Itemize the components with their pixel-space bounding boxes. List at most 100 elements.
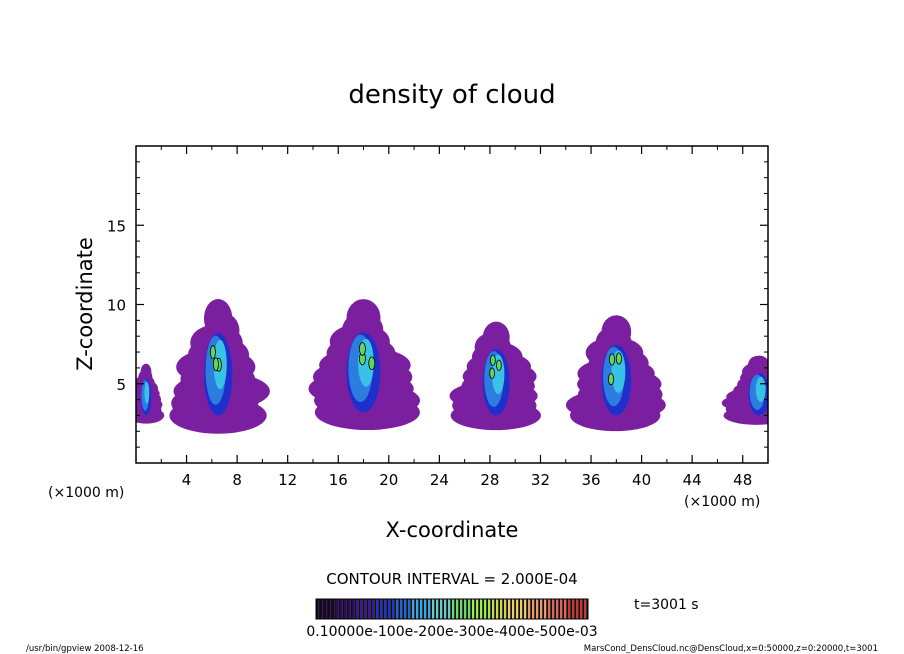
colorbar-gap [414, 599, 416, 619]
colorbar-stripe [456, 599, 459, 619]
colorbar-stripe [476, 599, 479, 619]
footer-right: MarsCond_DensCloud.nc@DensCloud,x=0:5000… [584, 644, 878, 654]
colorbar-stripe [408, 599, 411, 619]
x-tick-label: 48 [733, 471, 752, 489]
colorbar-gap [454, 599, 456, 619]
colorbar-gap [318, 599, 320, 619]
colorbar-gap [490, 599, 492, 619]
cloud-core-green [368, 356, 376, 371]
colorbar-stripe [508, 599, 511, 619]
colorbar-gap [362, 599, 364, 619]
colorbar-gap [538, 599, 540, 619]
colorbar-stripe [444, 599, 447, 619]
colorbar-gap [330, 599, 332, 619]
colorbar-gap [466, 599, 468, 619]
colorbar-stripe [536, 599, 539, 619]
colorbar-gap [578, 599, 580, 619]
colorbar-stripe [344, 599, 347, 619]
chart-title: density of cloud [348, 80, 555, 110]
colorbar-stripe [548, 599, 551, 619]
colorbar-stripe [368, 599, 371, 619]
colorbar-gap [558, 599, 560, 619]
colorbar-gap [574, 599, 576, 619]
colorbar-stripe [412, 599, 415, 619]
cloud-core-green [615, 352, 622, 365]
colorbar-gap [518, 599, 520, 619]
colorbar-stripe [468, 599, 471, 619]
colorbar-stripe [316, 599, 319, 619]
colorbar-stripe [488, 599, 491, 619]
colorbar-stripe [492, 599, 495, 619]
y-tick-label: 15 [107, 217, 126, 235]
colorbar-gap [586, 599, 588, 619]
colorbar-gap [438, 599, 440, 619]
cloud-core-cyan [144, 381, 150, 404]
x-axis-label: X-coordinate [386, 518, 519, 542]
colorbar-stripe [568, 599, 571, 619]
x-tick-label: 4 [182, 471, 192, 489]
time-label: t=3001 s [634, 597, 699, 613]
colorbar-gap [498, 599, 500, 619]
colorbar-gap [410, 599, 412, 619]
colorbar-stripe [400, 599, 403, 619]
colorbar-stripe [332, 599, 335, 619]
cloud-3 [308, 299, 421, 431]
colorbar-stripe [352, 599, 355, 619]
colorbar-stripe [432, 599, 435, 619]
colorbar-stripe [472, 599, 475, 619]
colorbar-stripe [396, 599, 399, 619]
colorbar-gap [334, 599, 336, 619]
colorbar-stripe [512, 599, 515, 619]
colorbar-gap [398, 599, 400, 619]
colorbar-stripe [328, 599, 331, 619]
colorbar-stripe [404, 599, 407, 619]
colorbar-gap [374, 599, 376, 619]
colorbar-gap [486, 599, 488, 619]
cloud-core-green [212, 357, 219, 372]
colorbar-gap [358, 599, 360, 619]
colorbar-stripe [560, 599, 563, 619]
colorbar-gap [418, 599, 420, 619]
x-unit-label: (×1000 m) [684, 494, 760, 510]
colorbar-gap [386, 599, 388, 619]
cloud-1 [136, 363, 165, 424]
colorbar-gap [430, 599, 432, 619]
y-tick-label: 5 [116, 376, 126, 394]
colorbar-gap [382, 599, 384, 619]
colorbar-stripe [380, 599, 383, 619]
colorbar-stripe [532, 599, 535, 619]
colorbar-gap [394, 599, 396, 619]
colorbar-stripe [516, 599, 519, 619]
colorbar-gap [570, 599, 572, 619]
colorbar-gap [442, 599, 444, 619]
colorbar-stripe [448, 599, 451, 619]
cloud-core-green [607, 373, 615, 386]
colorbar-stripe [524, 599, 527, 619]
cloud-2 [169, 299, 270, 434]
colorbar-gap [474, 599, 476, 619]
colorbar-stripe [528, 599, 531, 619]
colorbar-stripe [424, 599, 427, 619]
colorbar-stripe [544, 599, 547, 619]
colorbar-gap [510, 599, 512, 619]
colorbar-stripe [384, 599, 387, 619]
colorbar-stripe [340, 599, 343, 619]
colorbar-gap [494, 599, 496, 619]
colorbar-stripe [496, 599, 499, 619]
colorbar-stripe [504, 599, 507, 619]
colorbar-gap [582, 599, 584, 619]
colorbar-gap [530, 599, 532, 619]
cloud-5 [565, 315, 666, 432]
colorbar-stripe [464, 599, 467, 619]
colorbar-gap [554, 599, 556, 619]
colorbar-stripe [324, 599, 327, 619]
colorbar-gap [470, 599, 472, 619]
colorbar-gap [514, 599, 516, 619]
cloud-core-green [209, 345, 216, 360]
colorbar-stripe [580, 599, 583, 619]
colorbar-stripe [564, 599, 567, 619]
colorbar-stripe [484, 599, 487, 619]
colorbar-gap [502, 599, 504, 619]
